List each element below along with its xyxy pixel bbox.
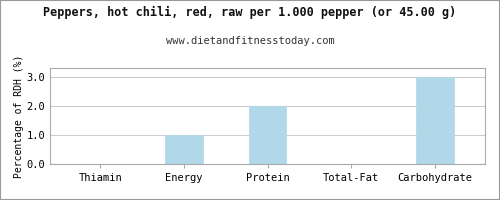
Y-axis label: Percentage of RDH (%): Percentage of RDH (%)	[14, 54, 24, 178]
Bar	[165, 135, 202, 164]
Text: www.dietandfitnesstoday.com: www.dietandfitnesstoday.com	[166, 36, 334, 46]
Bar	[416, 77, 454, 164]
Text: Peppers, hot chili, red, raw per 1.000 pepper (or 45.00 g): Peppers, hot chili, red, raw per 1.000 p…	[44, 6, 457, 19]
Bar	[248, 106, 286, 164]
